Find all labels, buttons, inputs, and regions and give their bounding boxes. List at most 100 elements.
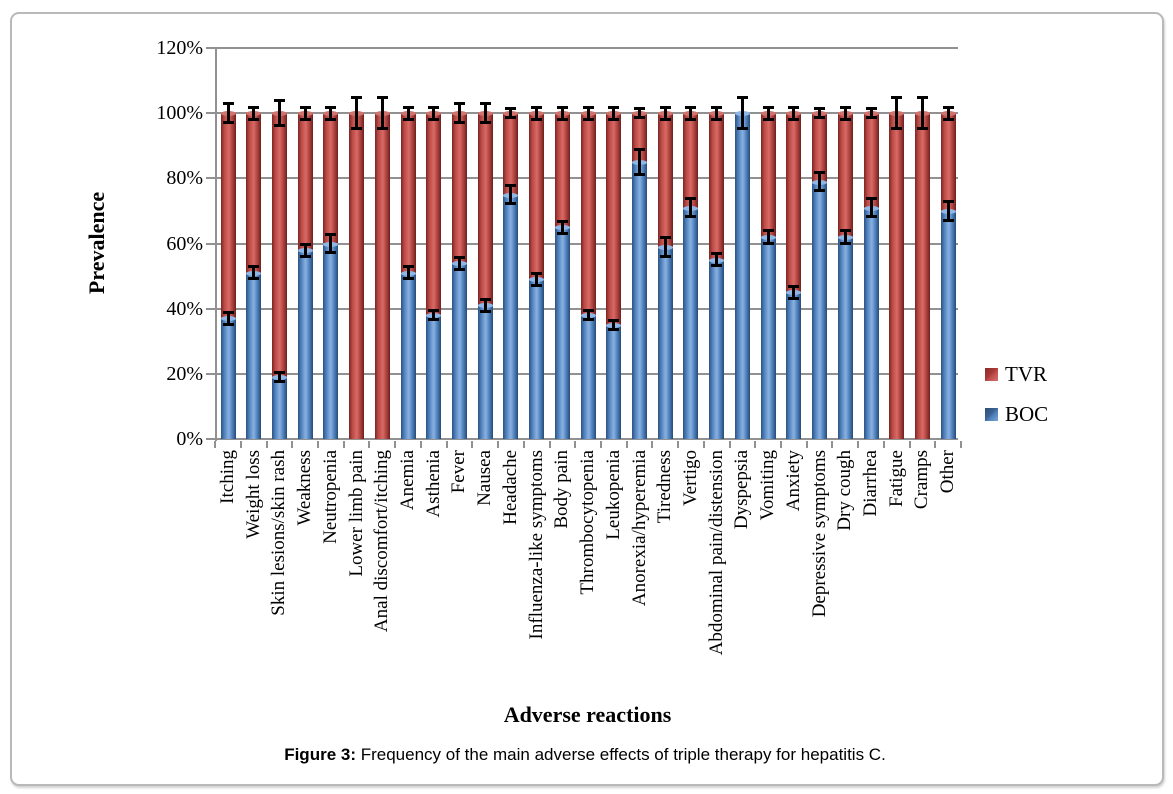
bar-boc-9	[451, 263, 467, 439]
error-bar-total-8	[432, 106, 436, 120]
error-bar-boc-24-cap-bottom	[839, 241, 851, 245]
error-bar-boc-14-cap-top	[582, 309, 594, 313]
error-bar-boc-9-cap-bottom	[453, 267, 465, 271]
x-tick	[651, 441, 654, 448]
bar-tvr-17	[657, 113, 673, 247]
error-bar-boc-1-cap-bottom	[248, 277, 260, 281]
bar-tvr-25	[863, 113, 879, 208]
error-bar-boc-18-cap-bottom	[685, 215, 697, 219]
legend: TVR BOC	[985, 362, 1048, 442]
error-bar-boc-14-cap-bottom	[582, 318, 594, 322]
error-bar-total-7-cap-bottom	[402, 117, 414, 121]
bar-tvr-23	[812, 113, 828, 182]
error-bar-total-20-cap-top	[736, 95, 748, 99]
error-bar-total-18	[689, 106, 693, 120]
error-bar-boc-13-cap-bottom	[556, 231, 568, 235]
error-bar-total-5	[355, 96, 359, 130]
error-bar-total-16-cap-bottom	[634, 116, 646, 120]
error-bar-total-5-cap-bottom	[351, 127, 363, 131]
error-bar-boc-18	[689, 197, 693, 218]
error-bar-boc-19	[715, 253, 719, 267]
error-bar-total-0-cap-top	[222, 102, 234, 106]
error-bar-total-21-cap-top	[762, 105, 774, 109]
bar-boc-17	[657, 246, 673, 439]
error-bar-boc-4-cap-bottom	[325, 251, 337, 255]
error-bar-boc-8-cap-top	[428, 309, 440, 313]
x-category-label: Diarrhea	[860, 450, 881, 517]
error-bar-total-3-cap-bottom	[299, 117, 311, 121]
error-bar-total-4-cap-top	[325, 105, 337, 109]
bar-boc-12	[529, 279, 545, 439]
error-bar-total-15-cap-top	[608, 105, 620, 109]
x-tick	[728, 441, 731, 448]
y-tick-label: 40%	[166, 297, 203, 320]
x-tick	[625, 441, 628, 448]
error-bar-boc-13-cap-top	[556, 219, 568, 223]
error-bar-boc-16	[638, 149, 642, 176]
error-bar-boc-21-cap-bottom	[762, 241, 774, 245]
error-bar-total-13-cap-top	[556, 105, 568, 109]
x-category-label: Headache	[499, 450, 521, 525]
error-bar-boc-23-cap-top	[814, 170, 826, 174]
error-bar-boc-8	[432, 310, 436, 321]
bar-tvr-3	[297, 113, 313, 250]
error-bar-total-1-cap-bottom	[248, 117, 260, 121]
legend-item-tvr: TVR	[985, 362, 1048, 386]
error-bar-boc-12-cap-bottom	[531, 283, 543, 287]
caption-label: Figure 3:	[284, 745, 356, 764]
x-tick	[805, 441, 808, 448]
error-bar-total-8-cap-top	[428, 105, 440, 109]
error-bar-total-25-cap-bottom	[865, 116, 877, 120]
x-category-label: Other	[937, 450, 959, 494]
error-bar-total-9-cap-top	[453, 102, 465, 106]
y-tick-label: 60%	[166, 232, 203, 255]
x-category-label: Body pain	[551, 450, 573, 529]
error-bar-total-19-cap-top	[711, 105, 723, 109]
boc-swatch-icon	[985, 407, 998, 421]
x-category-label: Lower limb pain	[345, 450, 367, 577]
error-bar-boc-0	[226, 311, 230, 325]
bar-boc-14	[580, 315, 596, 439]
x-category-label: Nausea	[474, 450, 496, 506]
bar-boc-22	[786, 292, 802, 439]
y-tick-label: 120%	[156, 37, 203, 59]
error-bar-boc-21-cap-top	[762, 229, 774, 233]
x-tick	[831, 441, 834, 448]
x-category-label: Cramps	[911, 450, 933, 510]
error-bar-boc-28-cap-top	[942, 200, 954, 204]
bar-boc-10	[477, 305, 493, 439]
error-bar-total-24-cap-top	[839, 105, 851, 109]
x-tick	[317, 441, 320, 448]
error-bar-total-2-cap-top	[273, 99, 285, 103]
y-tick	[206, 438, 215, 440]
error-bar-total-12-cap-top	[531, 105, 543, 109]
legend-label-boc: BOC	[1005, 402, 1049, 426]
error-bar-boc-4	[329, 233, 333, 254]
x-tick	[239, 441, 242, 448]
legend-item-boc: BOC	[985, 402, 1048, 426]
error-bar-total-19-cap-bottom	[711, 117, 723, 121]
bar-tvr-8	[426, 113, 442, 316]
bar-tvr-24	[837, 113, 853, 237]
bar-boc-1	[246, 272, 262, 439]
x-tick	[265, 441, 268, 448]
x-tick	[368, 441, 371, 448]
bar-tvr-13	[554, 113, 570, 228]
error-bar-total-28-cap-top	[942, 105, 954, 109]
x-category-label: Anal discomfort/itching	[371, 450, 393, 633]
error-bar-total-11-cap-top	[505, 107, 517, 111]
error-bar-total-5-cap-top	[351, 95, 363, 99]
error-bar-total-13-cap-bottom	[556, 117, 568, 121]
error-bar-boc-2-cap-bottom	[273, 379, 285, 383]
error-bar-boc-19-cap-bottom	[711, 264, 723, 268]
x-tick	[677, 441, 680, 448]
bar-tvr-9	[451, 113, 467, 264]
x-category-label: Abdominal pain/distension	[705, 450, 727, 656]
x-category-label: Dyspepsia	[731, 450, 753, 530]
error-bar-boc-21	[766, 230, 770, 244]
error-bar-total-26-cap-bottom	[891, 127, 903, 131]
bar-boc-24	[837, 236, 853, 439]
error-bar-total-3-cap-top	[299, 105, 311, 109]
error-bar-boc-10-cap-top	[479, 297, 491, 301]
error-bar-total-24-cap-bottom	[839, 117, 851, 121]
